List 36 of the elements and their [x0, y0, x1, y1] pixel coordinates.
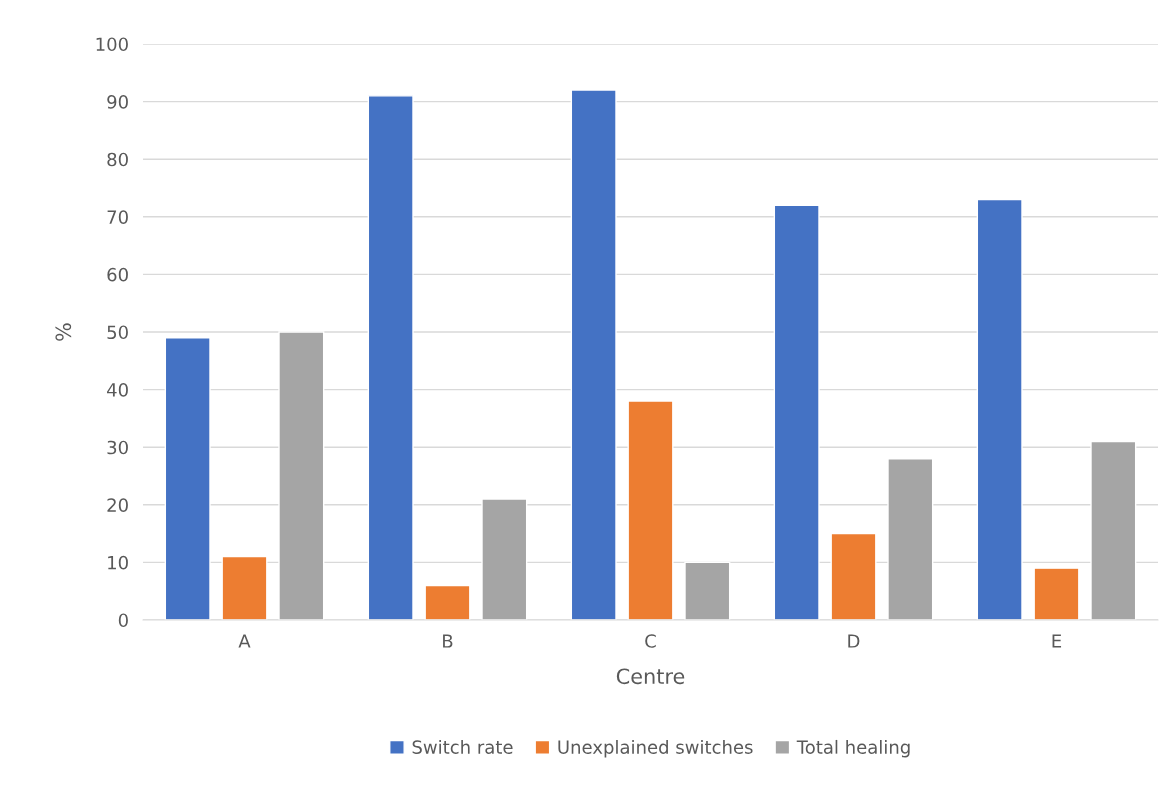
bar — [773, 204, 820, 620]
legend-label: Total healing — [796, 739, 910, 758]
y-tick-label: 30 — [107, 440, 128, 455]
bar — [684, 561, 731, 620]
bar — [221, 555, 268, 620]
bar — [570, 89, 617, 620]
y-tick-label: 0 — [118, 613, 128, 628]
y-tick-label: 60 — [107, 267, 128, 282]
y-axis-title: % — [55, 323, 72, 341]
bar — [1090, 440, 1137, 620]
legend-label: Switch rate — [412, 739, 513, 754]
bar — [976, 198, 1023, 620]
y-tick-label: 90 — [107, 95, 128, 109]
bar — [1033, 567, 1080, 620]
y-tick-label: 10 — [108, 555, 128, 570]
y-tick-label: 20 — [107, 498, 128, 512]
y-tick-label: 50 — [107, 325, 128, 340]
bar — [278, 331, 325, 620]
bar — [481, 498, 528, 620]
y-tick-label: 40 — [107, 383, 128, 397]
bar — [830, 532, 877, 620]
legend-label: Unexplained switches — [558, 739, 753, 758]
x-tick-label: D — [848, 634, 860, 648]
bar — [887, 458, 934, 620]
x-axis-title: Centre — [616, 668, 685, 685]
x-tick-label: B — [443, 634, 453, 648]
bar — [627, 400, 674, 620]
x-tick-label: C — [645, 634, 656, 648]
bar — [424, 584, 471, 620]
x-tick-label: E — [1052, 634, 1062, 648]
y-tick-label: 70 — [107, 210, 128, 224]
bar — [367, 95, 414, 620]
x-tick-label: A — [238, 634, 251, 648]
y-tick-label: 100 — [96, 37, 128, 52]
y-tick-label: 80 — [107, 152, 128, 167]
bar — [164, 337, 211, 620]
